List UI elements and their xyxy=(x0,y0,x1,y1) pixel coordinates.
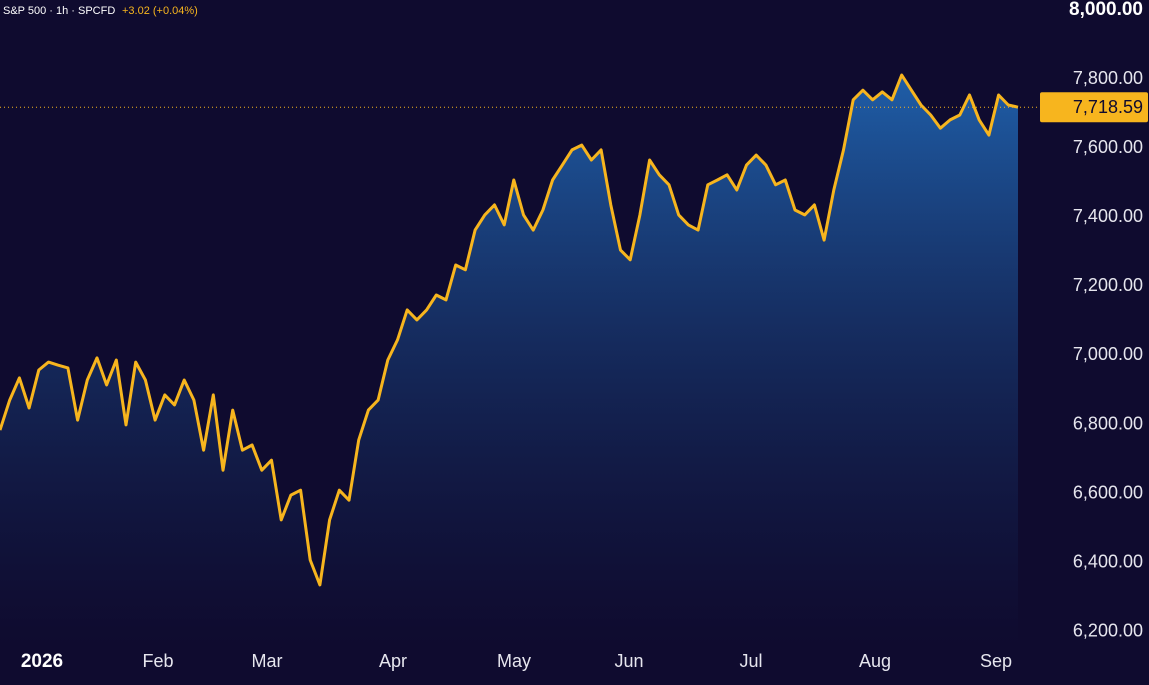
x-tick-label: Mar xyxy=(252,651,283,671)
y-tick-label: 6,400.00 xyxy=(1073,552,1143,572)
price-change: +3.02 (+0.04%) xyxy=(122,5,198,17)
y-tick-label: 6,600.00 xyxy=(1073,482,1143,502)
area xyxy=(0,75,1018,645)
x-tick-label: Jun xyxy=(614,651,643,671)
y-tick-label: 7,800.00 xyxy=(1073,68,1143,88)
x-tick-label: Jul xyxy=(739,651,762,671)
last-price-tag xyxy=(1040,92,1148,123)
x-tick-label: Feb xyxy=(142,651,173,671)
last-price-label: 7,718.59 xyxy=(1073,97,1143,117)
y-tick-label: 7,200.00 xyxy=(1073,275,1143,295)
y-tick-label: 7,000.00 xyxy=(1073,344,1143,364)
x-tick-label: Apr xyxy=(379,651,407,671)
price-line xyxy=(0,73,1019,587)
x-tick-label: Aug xyxy=(859,651,891,671)
y-tick-label: 7,400.00 xyxy=(1073,206,1143,226)
y-tick-label: 6,200.00 xyxy=(1073,621,1143,641)
x-tick-label: 2026 xyxy=(21,651,63,672)
x-tick-label: Sep xyxy=(980,651,1012,671)
x-tick-label: May xyxy=(497,651,531,671)
chart-title: S&P 500 · 1h · SPCFD xyxy=(3,5,115,17)
y-tick-label: 8,000.00 xyxy=(1069,0,1143,20)
y-tick-label: 7,600.00 xyxy=(1073,137,1143,157)
y-tick-label: 6,800.00 xyxy=(1073,413,1143,433)
